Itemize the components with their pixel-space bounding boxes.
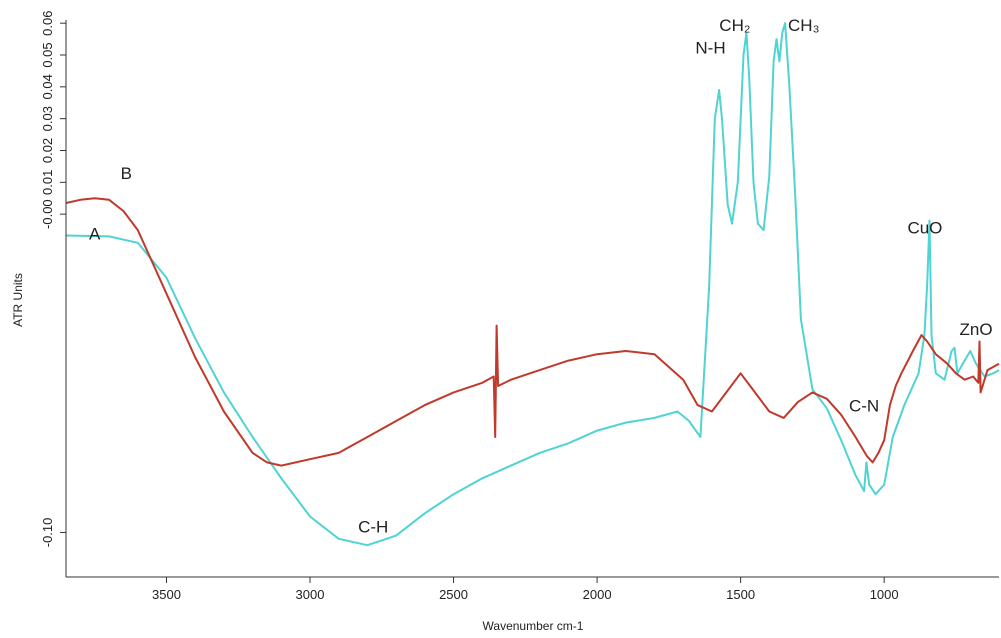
plot-layer [65, 22, 1000, 547]
series-line-a [65, 22, 1000, 547]
x-tick-label: 1500 [726, 587, 755, 602]
y-tick-label: -0.00 [40, 199, 55, 229]
x-axis-title: Wavenumber cm-1 [483, 619, 584, 633]
annotation-label: CH₃ [788, 16, 819, 35]
y-tick-label: 0.01 [40, 170, 55, 195]
x-tick-label: 2500 [439, 587, 468, 602]
y-tick-label: 0.03 [40, 106, 55, 131]
annotation-label: A [89, 225, 101, 244]
annotation-label: ZnO [960, 320, 993, 339]
annotation-label: C-N [849, 396, 879, 415]
annotation-label: C-H [358, 517, 388, 536]
y-axis-title: ATR Units [11, 273, 25, 327]
series-line-b [65, 197, 1000, 467]
axes: 3500 3000 2500 2000 1500 1000 -0.10 -0.00 0.01 0… [11, 11, 999, 633]
y-tick-label: -0.10 [40, 518, 55, 548]
y-tick-label: 0.04 [40, 74, 55, 99]
y-tick-label: 0.06 [40, 11, 55, 36]
annotations: N-H CH₂ CH₃ C-H C-N CuO ZnO B A [89, 16, 993, 536]
annotation-label: B [121, 164, 132, 183]
x-tick-label: 2000 [583, 587, 612, 602]
x-ticks: 3500 3000 2500 2000 1500 1000 [152, 577, 899, 602]
x-tick-label: 1000 [870, 587, 899, 602]
y-tick-label: 0.02 [40, 138, 55, 163]
x-tick-label: 3500 [152, 587, 181, 602]
x-tick-label: 3000 [296, 587, 325, 602]
annotation-label: N-H [695, 38, 725, 57]
annotation-label: CuO [907, 218, 942, 237]
y-tick-label: 0.05 [40, 42, 55, 67]
annotation-label: CH₂ [719, 16, 750, 35]
y-ticks: -0.10 -0.00 0.01 0.02 0.03 0.04 0.05 0.06 [40, 11, 66, 548]
